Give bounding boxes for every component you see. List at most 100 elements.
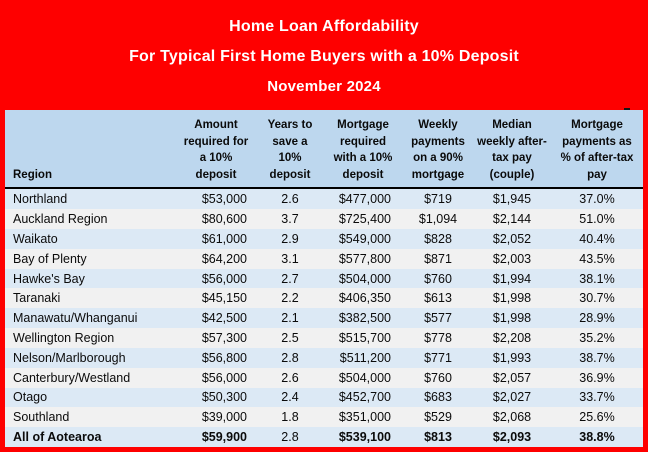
title-band: Home Loan Affordability For Typical Firs…: [0, 0, 648, 110]
value-cell: 35.2%: [579, 331, 615, 345]
data-row: Auckland Region $80,600 3.7 $725,400 $1,094 $…: [5, 209, 643, 230]
value-cell: $452,700: [338, 390, 391, 405]
value-cell: 3.7: [281, 212, 299, 227]
table-header-row: Region Amount required for a 10% deposit Y…: [5, 110, 643, 188]
data-row: Otago $50,300 2.4 $452,700 $683 $2,027 33.7%: [5, 387, 643, 408]
column-header: Amount required for a 10% deposit: [175, 110, 257, 188]
value-cell: 2.8: [281, 350, 299, 365]
value-cell: $1,945: [492, 192, 532, 207]
region-cell: Wellington Region: [13, 331, 115, 345]
value-cell: $828: [424, 231, 452, 246]
data-row: Northland $53,000 2.6 $477,000 $719 $1,945 37.…: [5, 188, 643, 210]
value-cell: $719: [424, 192, 452, 207]
value-cell: $2,027: [492, 390, 532, 405]
value-cell: $1,993: [492, 350, 532, 365]
data-row: Hawke's Bay $56,000 2.7 $504,000 $760 $1,994 3…: [5, 268, 643, 289]
value-cell: $2,068: [492, 410, 532, 425]
value-cell: 51.0%: [579, 212, 615, 227]
value-cell: $2,144: [492, 212, 532, 227]
value-cell: 38.1%: [579, 271, 615, 286]
value-cell: $683: [424, 390, 452, 405]
value-cell: $477,000: [338, 192, 391, 207]
value-cell: 40.4%: [579, 231, 615, 246]
value-cell: $778: [424, 331, 452, 345]
value-cell: 2.1: [281, 311, 299, 326]
value-cell: 38.8%: [579, 430, 615, 445]
value-cell: $2,003: [492, 251, 532, 266]
data-row: Waikato $61,000 2.9 $549,000 $828 $2,052 40.4%: [5, 229, 643, 249]
region-cell: Southland: [13, 410, 70, 425]
value-cell: 30.7%: [579, 291, 615, 306]
screenshot-artifact-mark: [624, 108, 630, 110]
value-cell: 37.0%: [579, 192, 615, 207]
value-cell: $2,057: [492, 370, 532, 385]
value-cell: $1,994: [492, 271, 532, 286]
region-cell: Taranaki: [13, 291, 61, 306]
column-header: Years to save a 10% deposit: [257, 110, 323, 188]
region-cell: Nelson/Marlborough: [13, 350, 126, 365]
value-cell: $725,400: [338, 212, 391, 227]
affordability-table: Region Amount required for a 10% deposit Y…: [5, 110, 643, 447]
value-cell: $760: [424, 370, 452, 385]
value-cell: 2.5: [281, 331, 299, 345]
value-cell: $57,300: [201, 331, 247, 345]
region-cell: Auckland Region: [13, 212, 108, 227]
data-row: Manawatu/Whanganui $42,500 2.1 $382,500 $577…: [5, 308, 643, 329]
total-row: All of Aotearoa $59,900 2.8 $539,100 $813 $2,…: [5, 427, 643, 447]
value-cell: $813: [424, 430, 452, 445]
data-row: Bay of Plenty $64,200 3.1 $577,800 $871 $2,00…: [5, 248, 643, 269]
value-cell: $53,000: [201, 192, 247, 207]
region-cell: Hawke's Bay: [13, 271, 85, 286]
data-row: Nelson/Marlborough $56,800 2.8 $511,200 $771…: [5, 347, 643, 368]
value-cell: $2,093: [492, 430, 532, 445]
value-cell: $2,052: [492, 231, 532, 246]
affordability-table-wrap: Region Amount required for a 10% deposit Y…: [5, 110, 643, 447]
value-cell: $760: [424, 271, 452, 286]
value-cell: 25.6%: [579, 410, 615, 425]
value-cell: $1,998: [492, 291, 532, 306]
data-row: Wellington Region $57,300 2.5 $515,700 $778 $…: [5, 328, 643, 348]
value-cell: $539,100: [338, 430, 391, 445]
value-cell: $871: [424, 251, 452, 266]
report-title: Home Loan Affordability: [229, 17, 419, 35]
value-cell: $515,700: [338, 331, 391, 345]
value-cell: $59,900: [201, 430, 247, 445]
value-cell: 2.2: [281, 291, 299, 306]
value-cell: 1.8: [281, 410, 299, 425]
value-cell: 36.9%: [579, 370, 615, 385]
region-cell: All of Aotearoa: [13, 430, 102, 445]
value-cell: $504,000: [338, 271, 391, 286]
data-row: Southland $39,000 1.8 $351,000 $529 $2,068 25.…: [5, 407, 643, 428]
value-cell: $529: [424, 410, 452, 425]
region-cell: Waikato: [13, 231, 58, 246]
value-cell: $64,200: [201, 251, 247, 266]
value-cell: $2,208: [492, 331, 532, 345]
value-cell: $549,000: [338, 231, 391, 246]
value-cell: $504,000: [338, 370, 391, 385]
value-cell: 2.8: [281, 430, 299, 445]
value-cell: 2.9: [281, 231, 299, 246]
value-cell: 33.7%: [579, 390, 615, 405]
region-cell: Northland: [13, 192, 68, 207]
column-header: Weekly payments on a 90% mortgage: [403, 110, 473, 188]
region-column-header: Region: [5, 110, 175, 188]
report-date: November 2024: [267, 77, 381, 95]
value-cell: $577: [424, 311, 452, 326]
value-cell: 2.4: [281, 390, 299, 405]
region-cell: Bay of Plenty: [13, 251, 87, 266]
column-header: Mortgage required with a 10% deposit: [323, 110, 403, 188]
value-cell: $1,998: [492, 311, 532, 326]
value-cell: $771: [424, 350, 452, 365]
region-cell: Canterbury/Westland: [13, 370, 131, 385]
region-cell: Otago: [13, 390, 48, 405]
value-cell: 28.9%: [579, 311, 615, 326]
region-cell: Manawatu/Whanganui: [13, 311, 138, 326]
value-cell: $56,800: [201, 350, 247, 365]
data-row: Taranaki $45,150 2.2 $406,350 $613 $1,998 30.7…: [5, 288, 643, 309]
value-cell: 3.1: [281, 251, 299, 266]
value-cell: 38.7%: [579, 350, 615, 365]
value-cell: $382,500: [338, 311, 391, 326]
column-header: Mortgage payments as % of after-tax pay: [551, 110, 643, 188]
value-cell: 43.5%: [579, 251, 615, 266]
